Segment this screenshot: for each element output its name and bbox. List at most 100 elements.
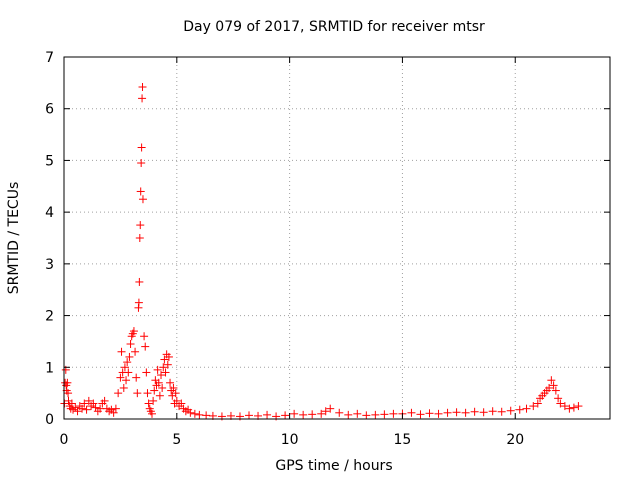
data-point [67,399,76,408]
data-point [556,399,565,408]
data-point [190,409,199,418]
data-point [82,405,91,414]
data-point [114,389,123,398]
data-point [169,383,178,392]
data-point [149,396,158,405]
data-point [100,396,109,405]
data-point [326,404,335,413]
y-tick-label: 4 [45,205,54,221]
data-point [135,277,144,286]
data-point [434,409,443,418]
data-point [522,404,531,413]
data-point [117,347,126,356]
data-point [497,407,506,416]
data-point [109,408,118,417]
data-point [353,409,362,418]
data-point [96,404,105,413]
y-tick-label: 1 [45,360,54,376]
y-tick-label: 3 [45,257,54,273]
y-tick-label: 7 [45,50,54,66]
data-point [308,410,317,419]
data-point [137,143,146,152]
data-point [71,403,80,412]
data-point [549,381,558,390]
y-tick-label: 6 [45,102,54,118]
data-point [299,410,308,419]
data-point [161,368,170,377]
y-tick-label: 5 [45,153,54,169]
data-point [488,407,497,416]
data-point [163,360,172,369]
data-point [119,383,128,392]
data-point [344,410,353,419]
data-point [533,399,542,408]
data-point [554,394,563,403]
data-point [137,159,146,168]
y-tick-label: 0 [45,412,54,428]
data-point [574,402,583,411]
data-point [362,411,371,420]
data-point [177,399,186,408]
data-point [506,406,515,415]
data-point [565,404,574,413]
data-point [73,407,82,416]
data-point [380,410,389,419]
data-point [321,407,330,416]
data-point [166,378,175,387]
data-point [84,396,93,405]
data-point [153,365,162,374]
data-point [64,389,73,398]
data-point [91,403,100,412]
data-point [569,403,578,412]
data-point [389,409,398,418]
data-point [125,352,134,361]
data-point [407,408,416,417]
data-point [186,408,195,417]
data-point [202,411,211,420]
data-point [443,408,452,417]
data-point [172,396,181,405]
data-point [138,82,147,91]
data-point [160,355,169,364]
data-point [123,358,132,367]
data-point [69,405,78,414]
data-point [551,386,560,395]
grid [64,57,610,419]
data-point [317,409,326,418]
data-point [132,373,141,382]
data-point [150,386,159,395]
data-point [461,408,470,417]
y-axis-label: SRMTID / TECUs [6,182,22,295]
x-axis-label: GPS time / hours [275,458,392,474]
data-point [124,368,133,377]
y-tick-label: 2 [45,309,54,325]
data-point [138,94,147,103]
data-point [141,342,150,351]
x-tick-label: 10 [281,432,299,448]
data-point [158,383,167,392]
data-point [143,389,152,398]
data-point [155,391,164,400]
data-point [140,332,149,341]
data-point [157,371,166,380]
data-point [116,373,125,382]
data-point [290,409,299,418]
data-point [129,327,138,336]
data-point [133,389,142,398]
data-point [154,378,163,387]
data-point [452,408,461,417]
x-tick-label: 20 [506,432,524,448]
x-tick-label: 5 [172,432,181,448]
data-point [147,409,156,418]
data-point [126,340,135,349]
axis-ticks: 0 1 2 3 4 5 6 7 0 5 10 15 20 [45,50,610,448]
data-point [545,383,554,392]
data-point [560,402,569,411]
data-point [135,234,144,242]
data-point [144,399,153,408]
data-point [195,410,204,419]
data-point [529,402,538,411]
data-point [136,187,145,196]
data-point [63,378,72,387]
